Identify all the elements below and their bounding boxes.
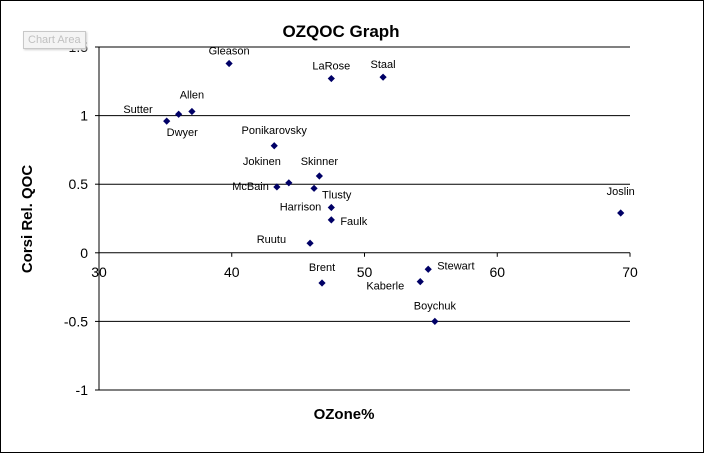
data-label: Skinner — [301, 156, 339, 168]
x-tick-label: 70 — [622, 264, 638, 280]
data-point — [327, 74, 335, 83]
data-label: Boychuk — [414, 300, 457, 312]
data-label: Allen — [180, 89, 204, 101]
data-point — [379, 73, 387, 81]
y-tick-label: 1 — [80, 108, 88, 124]
data-point — [327, 203, 335, 212]
data-label: Harrison — [280, 202, 322, 214]
data-point — [225, 59, 233, 68]
data-point — [270, 142, 278, 150]
data-label: Joslin — [607, 186, 635, 198]
data-label: Ponikarovsky — [242, 125, 308, 137]
data-points — [163, 59, 625, 325]
x-tick-label: 60 — [489, 264, 505, 280]
y-tick-label: 0.5 — [69, 176, 89, 192]
data-label: Gleason — [209, 45, 250, 57]
data-label: Brent — [309, 262, 335, 274]
data-point — [285, 179, 293, 187]
y-tick-label: 0 — [80, 245, 88, 261]
y-tick-label: -0.5 — [64, 313, 88, 329]
data-point — [318, 279, 326, 287]
chart-title: OZQOC Graph — [282, 22, 399, 41]
data-label: Stewart — [437, 260, 474, 272]
data-label: Ruutu — [257, 234, 286, 246]
x-tick-label: 30 — [91, 264, 107, 280]
data-point — [617, 209, 625, 217]
data-point — [431, 317, 439, 325]
data-label: Sutter — [123, 104, 153, 116]
x-axis-title: OZone% — [314, 406, 375, 423]
y-tick-labels: -1-0.500.511.5 — [64, 39, 88, 398]
data-label: LaRose — [312, 61, 350, 73]
data-point — [310, 184, 318, 192]
data-point — [416, 278, 424, 286]
data-label: Dwyer — [167, 127, 199, 139]
data-point — [273, 183, 281, 191]
gridlines — [95, 46, 631, 391]
data-label: Faulk — [340, 216, 367, 228]
data-labels: Gleason LaRose Staal Sutter Allen Dwyer Ponika… — [123, 45, 634, 312]
data-point — [315, 172, 323, 180]
x-tick-label: 40 — [224, 264, 240, 280]
data-point — [306, 239, 314, 247]
data-label: Kaberle — [366, 281, 404, 293]
x-tick-label: 50 — [357, 264, 373, 280]
x-tick-labels: 30 40 50 60 70 — [91, 264, 638, 280]
data-point — [327, 216, 335, 224]
chart-area-tooltip: Chart Area — [23, 31, 86, 49]
data-label: Tlusty — [322, 189, 352, 201]
data-label: Staal — [371, 59, 396, 71]
data-point — [175, 110, 183, 118]
data-label: McBain — [232, 181, 269, 193]
data-label: Jokinen — [243, 156, 281, 168]
y-axis-title: Corsi Rel. QOC — [19, 165, 36, 274]
data-point — [163, 117, 171, 125]
data-point — [424, 265, 432, 273]
data-point — [188, 107, 196, 116]
y-tick-label: -1 — [76, 382, 89, 398]
